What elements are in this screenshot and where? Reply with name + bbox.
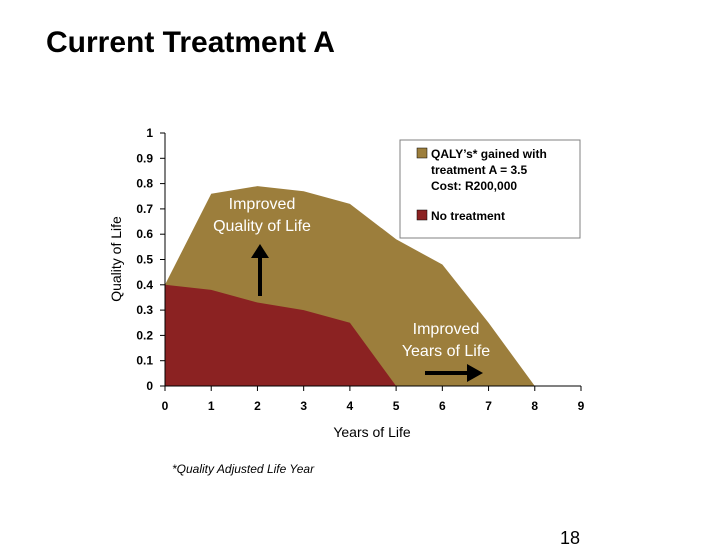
x-axis-title: Years of Life bbox=[333, 424, 411, 440]
page-title: Current Treatment A bbox=[46, 26, 335, 59]
annotation-right-arrowhead bbox=[467, 364, 483, 382]
x-tick-label: 1 bbox=[208, 399, 215, 413]
y-axis-title: Quality of Life bbox=[108, 216, 124, 302]
x-tick-label: 9 bbox=[578, 399, 585, 413]
annotation-quality-label: Improved bbox=[229, 196, 296, 213]
page-number: 18 bbox=[560, 528, 581, 548]
legend-label: QALY’s* gained with bbox=[431, 147, 547, 161]
annotation-years-label: Years of Life bbox=[402, 343, 490, 360]
x-tick-label: 6 bbox=[439, 399, 446, 413]
annotation-up-arrowhead bbox=[251, 244, 269, 258]
legend-box bbox=[399, 139, 581, 239]
y-tick-label: 0.5 bbox=[136, 253, 153, 267]
legend-swatch bbox=[416, 209, 428, 221]
x-tick-label: 0 bbox=[162, 399, 169, 413]
y-tick-label: 0.9 bbox=[136, 151, 153, 165]
no-treatment-area bbox=[165, 284, 397, 386]
footnote: *Quality Adjusted Life Year bbox=[172, 462, 315, 476]
y-tick-label: 0.4 bbox=[136, 278, 153, 292]
annotation-quality-label: Quality of Life bbox=[213, 218, 311, 235]
legend-label: Cost: R200,000 bbox=[431, 179, 517, 193]
legend-swatch bbox=[416, 147, 428, 159]
y-tick-label: 1 bbox=[146, 126, 153, 140]
x-tick-label: 2 bbox=[254, 399, 261, 413]
y-tick-label: 0.7 bbox=[136, 202, 153, 216]
x-tick-label: 4 bbox=[347, 399, 354, 413]
annotation-years-label: Improved bbox=[413, 321, 480, 338]
y-tick-label: 0.6 bbox=[136, 227, 153, 241]
y-tick-label: 0.2 bbox=[136, 328, 153, 342]
y-tick-label: 0.3 bbox=[136, 303, 153, 317]
x-tick-label: 7 bbox=[485, 399, 492, 413]
legend-label: No treatment bbox=[431, 209, 505, 223]
x-tick-label: 5 bbox=[393, 399, 400, 413]
legend-label: treatment A = 3.5 bbox=[431, 163, 527, 177]
y-tick-label: 0.8 bbox=[136, 177, 153, 191]
y-tick-label: 0.1 bbox=[136, 354, 153, 368]
y-tick-label: 0 bbox=[146, 379, 153, 393]
x-tick-label: 8 bbox=[531, 399, 538, 413]
x-tick-label: 3 bbox=[300, 399, 307, 413]
